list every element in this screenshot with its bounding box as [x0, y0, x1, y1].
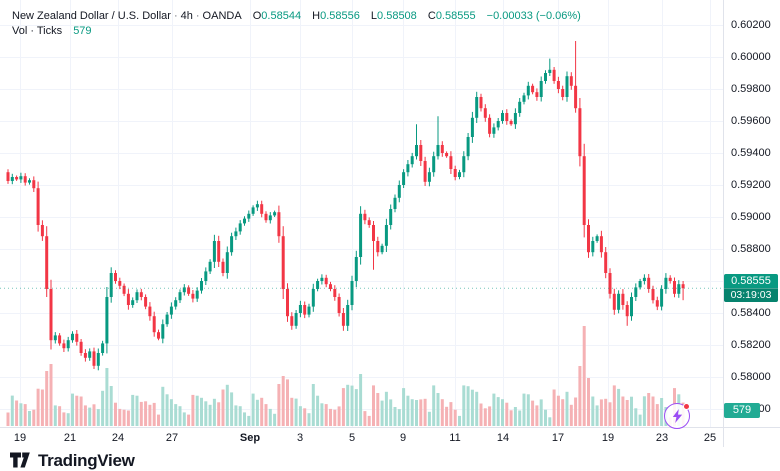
time-axis-label: 21 [63, 432, 77, 444]
time-axis-label: 19 [13, 432, 27, 444]
tradingview-wordmark: TradingView [38, 451, 135, 470]
time-axis[interactable]: 19 21 24 27 Sep 3 5 9 11 14 17 19 23 25 [0, 427, 780, 448]
change-value: −0.00033 (−0.06%) [486, 10, 581, 22]
time-axis-label: 14 [496, 432, 510, 444]
time-axis-label: 5 [348, 432, 356, 444]
volume-legend[interactable]: Vol · Ticks 579 [12, 25, 92, 37]
separator: · [173, 10, 178, 22]
exchange-label[interactable]: OANDA [202, 10, 242, 22]
grid-layer [0, 0, 723, 427]
low-value: 0.58508 [377, 10, 417, 22]
high-label: H [312, 10, 321, 22]
symbol-legend[interactable]: New Zealand Dollar / U.S. Dollar · 4h · OAND… [12, 10, 581, 22]
close-label: C [427, 10, 436, 22]
bottom-strip: TradingView [0, 447, 780, 470]
interval-label[interactable]: 4h [180, 10, 193, 22]
time-axis-label: 9 [399, 432, 407, 444]
time-axis-label: 3 [296, 432, 304, 444]
open-label: O [252, 10, 262, 22]
time-axis-label: Sep [239, 432, 261, 444]
current-price-value: 0.58555 [731, 275, 771, 288]
time-axis-label: 24 [111, 432, 125, 444]
price-axis-label: 0.60000 [731, 51, 771, 63]
bar-countdown-timer: 03:19:03 [724, 288, 778, 303]
time-axis-label: 11 [449, 432, 461, 444]
price-axis-label: 0.58200 [731, 339, 771, 351]
symbol-title[interactable]: New Zealand Dollar / U.S. Dollar [12, 10, 171, 22]
volume-value: 579 [73, 25, 92, 37]
tradingview-logo[interactable]: TradingView [10, 451, 135, 471]
candles-layer [6, 41, 685, 371]
price-axis-label: 0.59200 [731, 179, 771, 191]
price-axis-label: 0.59400 [731, 147, 771, 159]
current-price-badge: 0.58555 03:19:03 [724, 274, 778, 303]
time-axis-label: 25 [703, 432, 717, 444]
volume-layer [6, 326, 685, 426]
price-axis-label: 0.59000 [731, 211, 771, 223]
lightning-icon [672, 409, 682, 423]
time-axis-label: 17 [551, 432, 565, 444]
open-value: 0.58544 [261, 10, 302, 22]
close-value: 0.58555 [435, 10, 476, 22]
price-axis-label: 0.58800 [731, 243, 771, 255]
notification-dot-icon [683, 403, 690, 410]
time-axis-label: 23 [655, 432, 669, 444]
price-axis-label: 0.60200 [731, 19, 771, 31]
time-axis-label: 19 [601, 432, 615, 444]
price-axis-label: 0.58400 [731, 307, 771, 319]
price-axis[interactable]: 0.60200 0.60000 0.59800 0.59600 0.59400 0.592… [723, 0, 780, 447]
time-axis-label: 27 [165, 432, 179, 444]
volume-label: Vol · Ticks [12, 25, 63, 37]
volume-badge: 579 [724, 403, 760, 418]
price-axis-label: 0.58000 [731, 371, 771, 383]
quick-trade-button[interactable] [664, 403, 690, 429]
low-label: L [370, 10, 378, 22]
price-axis-label: 0.59600 [731, 115, 771, 127]
high-value: 0.58556 [320, 10, 360, 22]
separator: · [195, 10, 200, 22]
price-axis-label: 0.59800 [731, 83, 771, 95]
tradingview-logo-icon [10, 452, 30, 468]
